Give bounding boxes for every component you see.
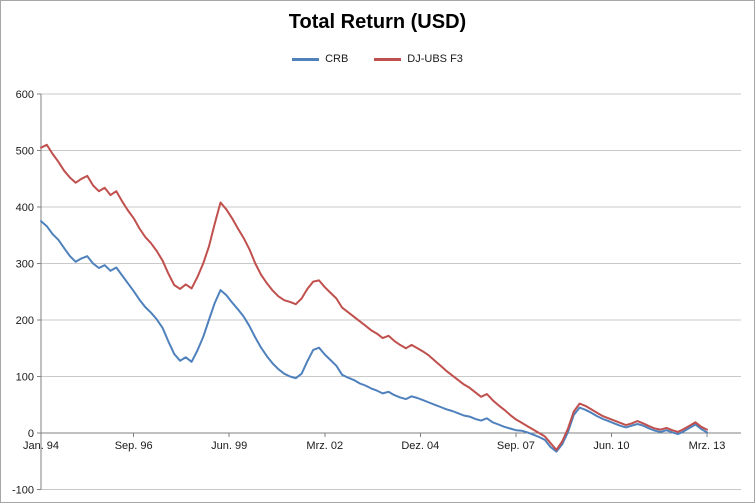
- legend-item-crb: CRB: [292, 53, 348, 65]
- y-axis-label: 500: [16, 146, 34, 158]
- legend-label: CRB: [325, 53, 349, 65]
- legend-item-dj-ubs-f3: DJ-UBS F3: [374, 53, 463, 65]
- legend-line-swatch: [292, 57, 320, 61]
- y-axis-label: 300: [16, 259, 34, 271]
- x-axis-label: Jun. 99: [211, 440, 247, 452]
- y-axis-label: -100: [12, 485, 34, 497]
- x-axis-label: Mrz. 02: [306, 440, 343, 452]
- chart-legend: CRB DJ-UBS F3: [1, 53, 754, 65]
- x-axis-label: Sep. 07: [497, 440, 535, 452]
- series-line-crb: [40, 220, 708, 453]
- chart-title: Total Return (USD): [288, 11, 467, 33]
- x-axis-label: Mrz. 13: [689, 440, 726, 452]
- y-axis-label: 0: [28, 428, 34, 440]
- legend-line-swatch: [374, 57, 402, 61]
- x-axis-label: Jun. 10: [593, 440, 629, 452]
- x-axis-label: Sep. 96: [115, 440, 153, 452]
- x-axis-label: Jan. 94: [23, 440, 59, 452]
- x-axis-label: Dez. 04: [401, 440, 439, 452]
- y-axis-label: 600: [16, 89, 34, 101]
- legend-label: DJ-UBS F3: [407, 53, 463, 65]
- y-axis-label: 400: [16, 202, 34, 214]
- y-axis-label: 200: [16, 315, 34, 327]
- y-axis-label: 100: [16, 372, 34, 384]
- series-line-dj-ubs-f3: [40, 143, 708, 451]
